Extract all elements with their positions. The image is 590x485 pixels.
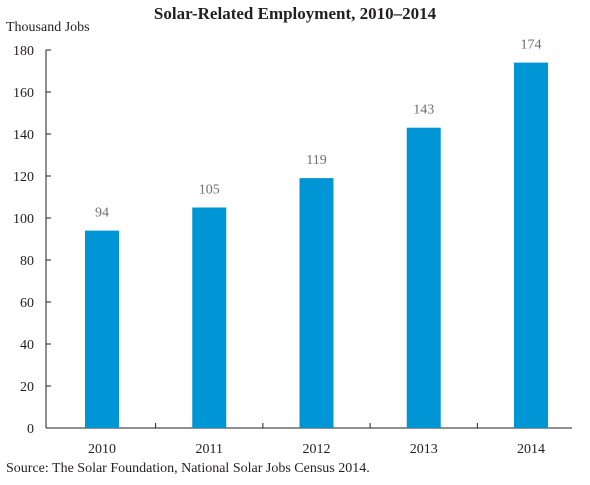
data-label-2013: 143	[413, 103, 434, 118]
data-label-2011: 105	[199, 183, 220, 198]
y-tick-label: 40	[20, 338, 34, 353]
y-tick-label: 20	[20, 380, 34, 395]
x-axis: 2010 2011 2012 2013 2014	[46, 423, 572, 457]
y-tick-label: 180	[13, 44, 34, 59]
data-labels: 94 105 119 143 174	[95, 38, 542, 221]
y-axis-unit-label: Thousand Jobs	[6, 20, 90, 35]
x-tick-label-2012: 2012	[303, 442, 331, 457]
x-tick-label-2011: 2011	[196, 442, 223, 457]
x-tick-label-2013: 2013	[410, 442, 438, 457]
y-axis: 0 20 40 60 80 100 120 140 160 180	[13, 44, 51, 437]
bar-2013	[406, 127, 441, 428]
y-tick-label: 0	[27, 422, 34, 437]
bar-2012	[299, 178, 334, 428]
y-tick-label: 60	[20, 296, 34, 311]
y-tick-label: 120	[13, 170, 34, 185]
source-note: Source: The Solar Foundation, National S…	[6, 461, 370, 476]
bar-2011	[192, 207, 227, 428]
bar-2014	[514, 62, 548, 428]
data-label-2010: 94	[95, 206, 109, 221]
data-label-2012: 119	[306, 153, 326, 168]
y-tick-label: 160	[13, 86, 34, 101]
y-tick-label: 140	[13, 128, 34, 143]
y-tick-label: 80	[20, 254, 34, 269]
bars	[85, 62, 548, 428]
data-label-2014: 174	[521, 38, 542, 53]
x-tick-label-2014: 2014	[517, 442, 545, 457]
chart-title: Solar-Related Employment, 2010–2014	[153, 4, 437, 23]
bar-2010	[85, 230, 119, 428]
y-tick-label: 100	[13, 212, 34, 227]
x-tick-label-2010: 2010	[88, 442, 116, 457]
